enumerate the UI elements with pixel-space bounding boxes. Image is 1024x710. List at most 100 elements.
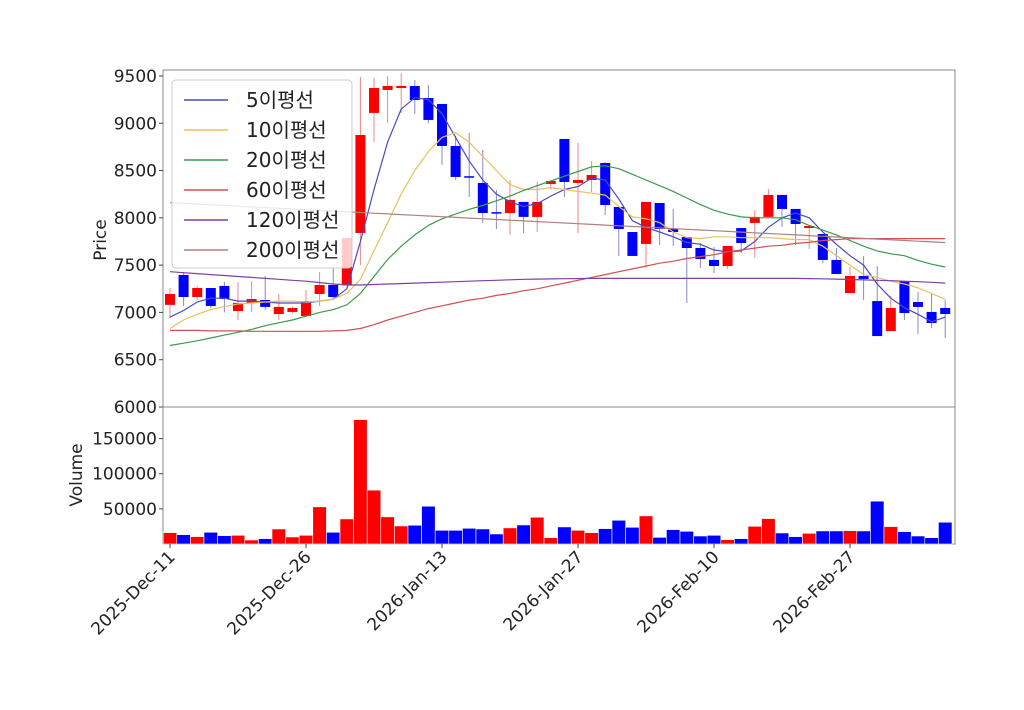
volume-bar (230, 534, 246, 545)
candle-body (287, 307, 298, 312)
candle-body (831, 259, 842, 275)
volume-bar (244, 539, 259, 545)
candle-body (518, 201, 529, 217)
candle-body (586, 174, 597, 181)
candle-body (926, 311, 937, 324)
legend: 5이평선 10이평선 20이평선 60이평선 120이평선 200이평선 (171, 79, 353, 269)
candle-body (885, 307, 896, 331)
legend-entry: 60이평선 (246, 178, 327, 202)
volume-bar (258, 538, 273, 545)
candle-body (872, 301, 883, 337)
candle-body (192, 288, 203, 297)
candle-body (654, 202, 665, 229)
volume-bar (543, 537, 558, 545)
volume-bar (638, 515, 654, 545)
price-y-tick-label: 8500 (114, 162, 157, 182)
volume-bar (652, 537, 667, 545)
candle-body (613, 206, 624, 229)
ma-line-4 (169, 271, 946, 286)
volume-y-tick-label: 150000 (92, 430, 157, 450)
volume-bar (734, 538, 749, 545)
candle-body (382, 85, 393, 90)
price-y-tick-label: 9500 (114, 67, 157, 87)
price-y-tick-label: 7500 (114, 256, 157, 276)
volume-bar (448, 529, 463, 545)
candle-body (600, 162, 611, 205)
candle-body (573, 180, 583, 183)
candle-body (273, 306, 284, 315)
ma-line-0 (169, 97, 946, 323)
candle-body (423, 97, 434, 120)
volume-bar (489, 533, 504, 545)
volume-bar (217, 535, 232, 545)
volume-bar (938, 521, 953, 545)
volume-bar (883, 526, 898, 545)
candle-body (559, 138, 570, 182)
volume-bar (774, 532, 790, 545)
volume-bar (870, 500, 885, 545)
volume-bar (380, 516, 395, 545)
volume-bar (462, 527, 477, 545)
ma-line-3 (170, 238, 946, 332)
candle-body (477, 182, 488, 214)
legend-entry: 120이평선 (246, 208, 339, 232)
volume-bar (747, 525, 762, 545)
volume-bar (407, 524, 422, 545)
volume-bar (706, 534, 722, 545)
volume-bar (611, 519, 626, 545)
candle-body (505, 199, 515, 214)
candle-body (709, 259, 719, 266)
price-axis-label: Price (91, 219, 111, 260)
volume-axis-label: Volume (67, 443, 87, 506)
volume-bar (434, 529, 450, 545)
volume-bar (666, 529, 681, 545)
volume-bar (802, 533, 817, 545)
candle-body (722, 246, 733, 266)
legend-box (171, 79, 353, 269)
volume-bar (366, 489, 382, 545)
legend-entry: 200이평선 (246, 238, 339, 262)
candle-body (858, 276, 869, 279)
legend-entry: 10이평선 (246, 118, 327, 142)
volume-bar (285, 536, 300, 545)
candle-body (749, 216, 760, 223)
volume-bar (475, 528, 490, 545)
volume-bar (598, 528, 613, 545)
volume-bar (788, 536, 803, 545)
volume-bar (353, 419, 368, 545)
candle-body (301, 301, 311, 317)
volume-bar (856, 530, 871, 545)
candle-body (205, 288, 216, 306)
price-y-tick-label: 6500 (114, 351, 157, 371)
volume-bar (326, 531, 341, 545)
candle-body (641, 201, 651, 244)
candle-body (369, 87, 379, 113)
candles (165, 73, 951, 338)
candle-body (409, 85, 420, 100)
volume-bar (842, 530, 858, 545)
candle-body (178, 274, 189, 297)
volume-bar (516, 524, 531, 545)
candle-body (532, 201, 543, 217)
volume-bar (625, 526, 640, 545)
volume-bar (298, 534, 314, 545)
volume-bar (570, 529, 586, 545)
candle-body (804, 225, 815, 229)
candle-body (913, 302, 923, 307)
volume-bar (190, 536, 205, 545)
candle-body (165, 293, 175, 305)
candle-body (396, 85, 407, 88)
candle-body (450, 145, 461, 177)
candle-body (790, 208, 801, 224)
candle-body (763, 194, 774, 217)
volume-bar (557, 526, 572, 545)
volume-bar (421, 505, 436, 545)
ma-line-1 (169, 132, 946, 330)
volume-bar (761, 518, 776, 545)
price-y-tick-label: 8000 (114, 209, 157, 229)
ma-line-2 (169, 165, 946, 347)
price-y-tick-label: 7000 (114, 303, 157, 323)
volume-bar (203, 531, 218, 545)
volume-bar (910, 535, 926, 545)
volume-bar (693, 535, 708, 545)
